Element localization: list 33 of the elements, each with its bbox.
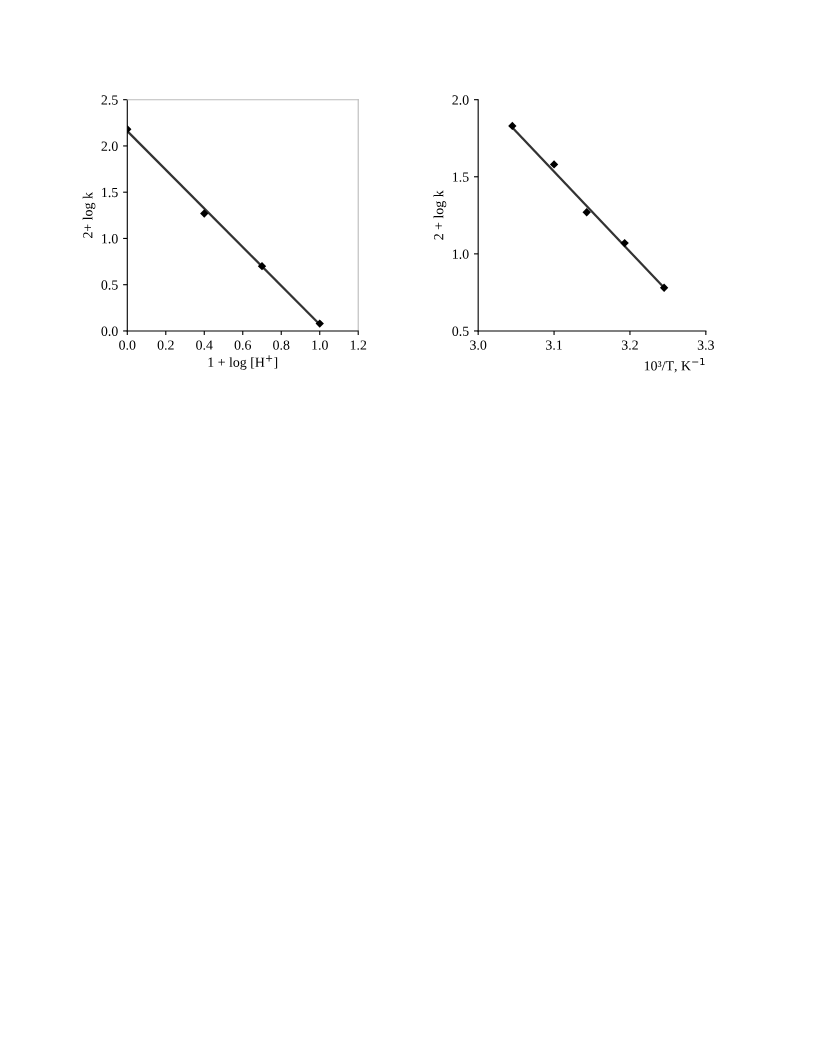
y-tick-label: 0.5 [452,326,469,336]
y-tick-label: 0.5 [101,280,118,290]
x-tick-label: 0.4 [196,340,213,350]
x-tick-label: 3.3 [697,340,714,350]
y-tick-label: 2.0 [452,95,469,105]
point [200,209,209,218]
x-tick-label: 0.6 [234,340,252,350]
y-tick-label: 1.5 [102,187,118,198]
x-tick-label: 1.2 [350,340,367,350]
x-tick-label: 3.2 [621,340,638,350]
point [315,319,324,328]
x-tick-label: 3.0 [470,340,487,350]
point [659,283,669,292]
y-tick-label: 2.5 [101,95,118,105]
x-tick-label: 3.1 [546,340,562,350]
point [582,208,591,217]
x-axis-title: 10³/T, K$^{−1}$ [644,357,705,373]
y-tick-label: 1.0 [102,234,118,244]
y-tick-label: 1.5 [453,172,469,182]
y-axis-title: 2 + log k [433,190,447,240]
x-axis-title: 1 + log [H$^{+}$] [208,355,278,370]
point [257,262,267,271]
y-tick-label: 1.0 [453,249,469,259]
point [549,160,559,169]
x-tick-label: 1.0 [312,340,328,350]
point [508,121,517,131]
y-tick-label: 0.0 [101,326,118,336]
y-axis-title: 2+ log k [82,192,96,238]
x-tick-label: 0.2 [157,340,174,350]
point [620,238,629,248]
x-tick-label: 0.0 [119,340,136,350]
x-tick-label: 0.8 [273,340,290,350]
y-tick-label: 2.0 [101,141,118,151]
